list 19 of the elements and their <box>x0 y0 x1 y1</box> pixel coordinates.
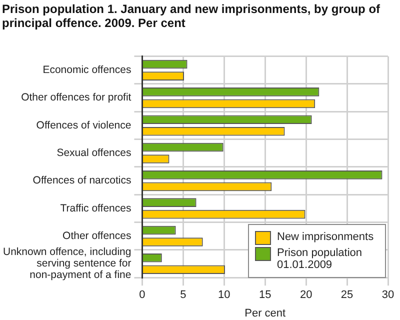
x-tick-label: 15 <box>258 289 272 302</box>
legend-label: New imprisonments <box>277 231 374 243</box>
x-tick-label: 25 <box>340 289 354 302</box>
x-tick-label: 0 <box>139 289 146 302</box>
chart-title: Prison population 1. January and new imprisonments, by group of principal offence. 2009. Per cent <box>1 1 382 32</box>
x-tick-label: 20 <box>300 289 312 302</box>
y-tick-label: Traffic offences <box>60 202 132 214</box>
x-tick-label: 10 <box>218 289 230 302</box>
y-tick-label: Sexual offences <box>56 147 132 160</box>
x-axis-title: Per cent <box>244 307 286 320</box>
y-tick-label: Unknown offence, including serving sentence for non-payment of a fine <box>2 246 132 282</box>
y-tick-label: Economic offences <box>42 64 132 76</box>
legend-label: Prison population 01.01.2009 <box>277 247 364 271</box>
x-tick-label: 5 <box>180 289 186 302</box>
x-tick-label: 30 <box>382 289 394 302</box>
y-tick-label: Offences of narcotics <box>32 174 132 187</box>
y-tick-label: Offences of violence <box>36 119 132 132</box>
y-tick-label: Other offences <box>62 230 132 242</box>
y-tick-label: Other offences for profit <box>21 92 132 104</box>
